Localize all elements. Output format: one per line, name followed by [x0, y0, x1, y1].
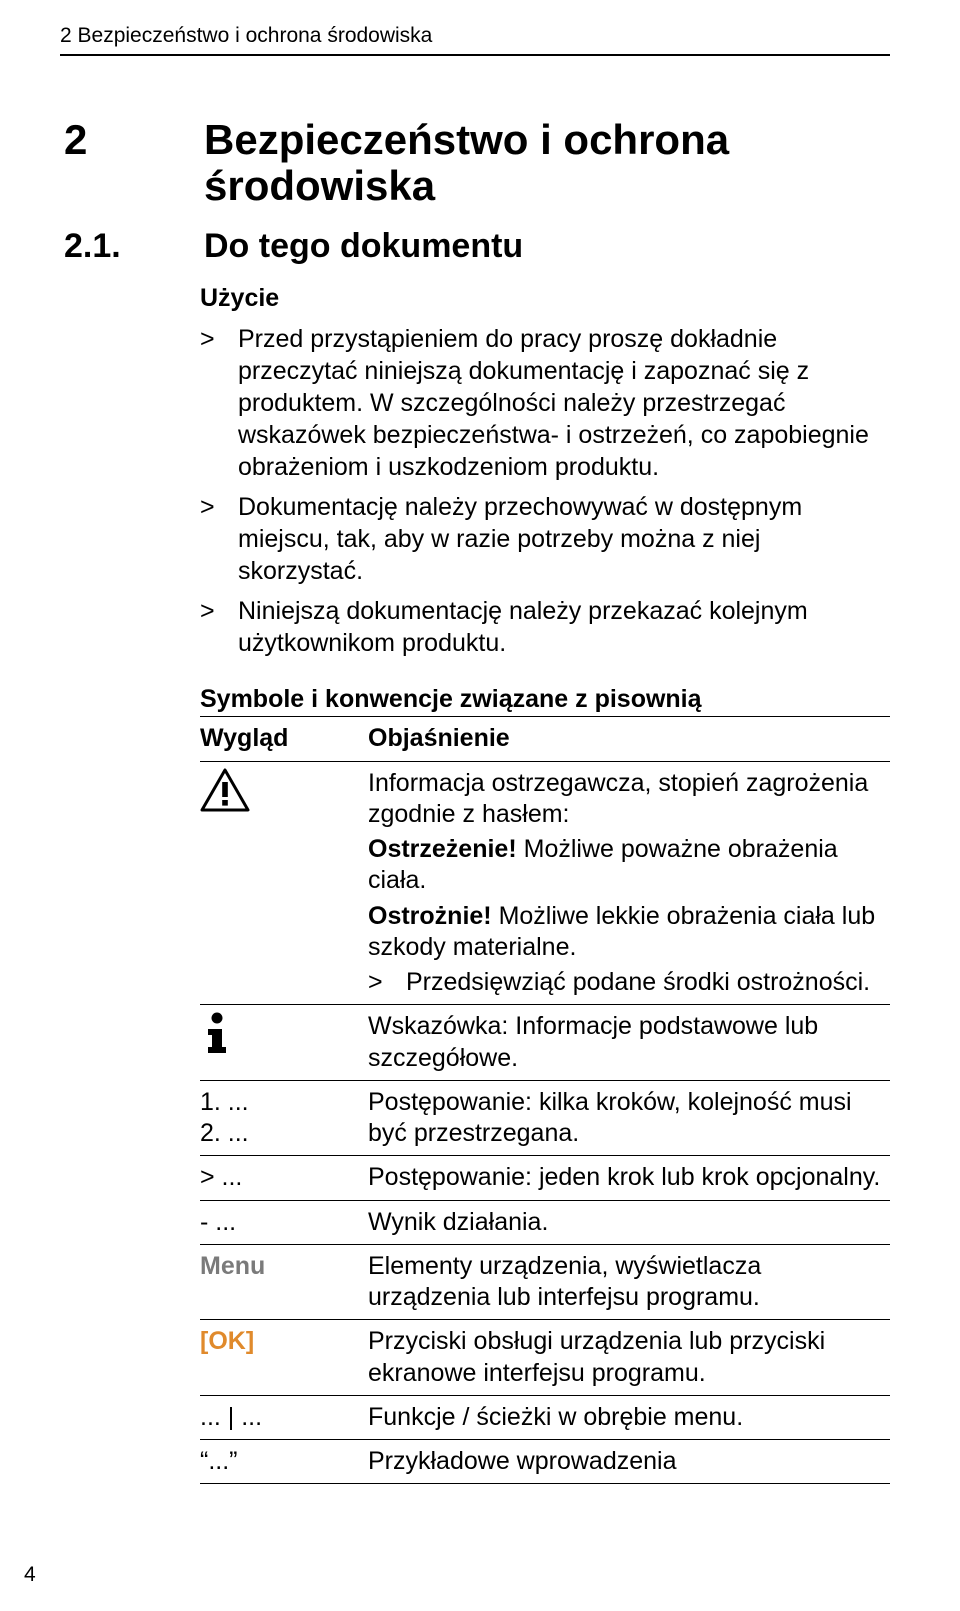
- table-row: - ... Wynik działania.: [200, 1200, 890, 1244]
- menu-label: Menu: [200, 1252, 265, 1280]
- section-number: 2.1.: [60, 227, 204, 266]
- symbol-cell: [200, 1005, 368, 1081]
- table-row: Wskazówka: Informacje podstawowe lub szc…: [200, 1005, 890, 1081]
- symbol-cell: - ...: [200, 1200, 368, 1244]
- symbol-cell: [200, 761, 368, 1005]
- table-row: Informacja ostrzegawcza, stopień zagroże…: [200, 761, 890, 1005]
- symbol-line: > ...: [200, 1162, 360, 1193]
- usage-bullet-text: Dokumentację należy przechowywać w dostę…: [238, 491, 890, 587]
- chevron-right-icon: >: [200, 595, 238, 659]
- chapter-heading: 2 Bezpieczeństwo i ochrona środowiska: [60, 116, 890, 209]
- section-heading: 2.1. Do tego dokumentu: [60, 227, 890, 266]
- warning-line: Ostrzeżenie! Możliwe poważne obrażenia c…: [368, 834, 882, 897]
- chapter-number: 2: [60, 116, 204, 164]
- table-row: Menu Elementy urządzenia, wyświetlacza u…: [200, 1244, 890, 1320]
- caution-line: Ostrożnie! Możliwe lekkie obrażenia ciał…: [368, 901, 882, 964]
- symbol-cell: 1. ... 2. ...: [200, 1080, 368, 1156]
- warning-bold: Ostrzeżenie!: [368, 835, 517, 863]
- symbol-cell: Menu: [200, 1244, 368, 1320]
- page-number: 4: [24, 1563, 36, 1587]
- symbol-line: “...”: [200, 1446, 360, 1477]
- symbol-cell: ... | ...: [200, 1395, 368, 1439]
- table-header-left: Wygląd: [200, 717, 368, 761]
- usage-bullet-text: Przed przystąpieniem do pracy proszę dok…: [238, 323, 890, 483]
- table-header-right: Objaśnienie: [368, 717, 890, 761]
- body-column: Użycie > Przed przystąpieniem do pracy p…: [200, 284, 890, 1484]
- symbol-line: 1. ...: [200, 1087, 360, 1118]
- chevron-right-icon: >: [368, 967, 406, 998]
- symbol-cell: [OK]: [200, 1320, 368, 1396]
- explanation-cell: Przykładowe wprowadzenia: [368, 1440, 890, 1484]
- usage-bullet: > Dokumentację należy przechowywać w dos…: [200, 491, 890, 587]
- explanation-cell: Wskazówka: Informacje podstawowe lub szc…: [368, 1005, 890, 1081]
- explanation-cell: Informacja ostrzegawcza, stopień zagroże…: [368, 761, 890, 1005]
- info-icon: [200, 1011, 234, 1055]
- usage-heading: Użycie: [200, 284, 890, 313]
- symbol-line: - ...: [200, 1207, 360, 1238]
- usage-bullet: > Niniejszą dokumentację należy przekaza…: [200, 595, 890, 659]
- chevron-right-icon: >: [200, 491, 238, 587]
- explanation-cell: Elementy urządzenia, wyświetlacza urządz…: [368, 1244, 890, 1320]
- explanation-cell: Wynik działania.: [368, 1200, 890, 1244]
- running-header: 2 Bezpieczeństwo i ochrona środowiska: [60, 24, 890, 56]
- caution-bold: Ostrożnie!: [368, 902, 492, 930]
- table-row: ... | ... Funkcje / ścieżki w obrębie me…: [200, 1395, 890, 1439]
- symbol-cell: > ...: [200, 1156, 368, 1200]
- symbol-line: 2. ...: [200, 1118, 360, 1149]
- symbol-cell: “...”: [200, 1440, 368, 1484]
- warning-action-text: Przedsięwziąć podane środki ostrożności.: [406, 967, 870, 998]
- section-title: Do tego dokumentu: [204, 227, 523, 266]
- table-row: “...” Przykładowe wprowadzenia: [200, 1440, 890, 1484]
- chevron-right-icon: >: [200, 323, 238, 483]
- document-page: 2 Bezpieczeństwo i ochrona środowiska 2 …: [0, 0, 960, 1611]
- explanation-cell: Postępowanie: kilka kroków, kolejność mu…: [368, 1080, 890, 1156]
- symbols-heading: Symbole i konwencje związane z pisownią: [200, 685, 890, 714]
- chapter-title: Bezpieczeństwo i ochrona środowiska: [204, 117, 890, 209]
- explanation-cell: Postępowanie: jeden krok lub krok opcjon…: [368, 1156, 890, 1200]
- warning-intro: Informacja ostrzegawcza, stopień zagroże…: [368, 768, 882, 831]
- warning-triangle-icon: [200, 768, 250, 812]
- table-row: 1. ... 2. ... Postępowanie: kilka kroków…: [200, 1080, 890, 1156]
- usage-bullet: > Przed przystąpieniem do pracy proszę d…: [200, 323, 890, 483]
- ok-label: [OK]: [200, 1327, 254, 1355]
- table-row: > ... Postępowanie: jeden krok lub krok …: [200, 1156, 890, 1200]
- table-header-row: Wygląd Objaśnienie: [200, 717, 890, 761]
- warning-action: > Przedsięwziąć podane środki ostrożnośc…: [368, 967, 882, 998]
- table-row: [OK] Przyciski obsługi urządzenia lub pr…: [200, 1320, 890, 1396]
- usage-bullet-text: Niniejszą dokumentację należy przekazać …: [238, 595, 890, 659]
- explanation-cell: Funkcje / ścieżki w obrębie menu.: [368, 1395, 890, 1439]
- explanation-cell: Przyciski obsługi urządzenia lub przycis…: [368, 1320, 890, 1396]
- symbol-line: ... | ...: [200, 1402, 360, 1433]
- symbols-table: Wygląd Objaśnienie Informacja ostrzegawc…: [200, 716, 890, 1484]
